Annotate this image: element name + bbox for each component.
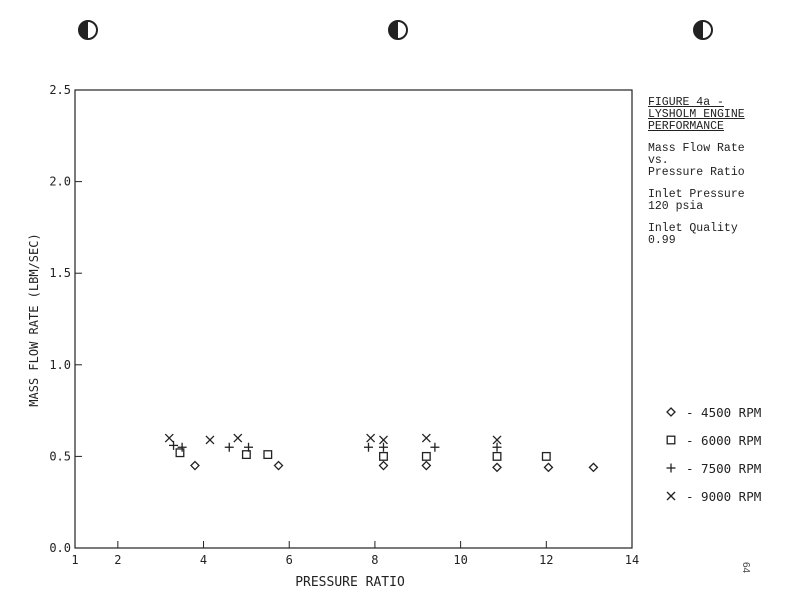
data-point-square xyxy=(263,450,273,460)
data-point-diamond xyxy=(273,460,284,471)
data-point-plus xyxy=(492,442,502,452)
data-point-square xyxy=(379,451,388,461)
subtitle-line: vs. xyxy=(648,154,669,167)
data-point-diamond xyxy=(421,460,432,471)
data-point-plus xyxy=(224,442,234,452)
data-point-diamond xyxy=(492,462,502,473)
inlet-quality-note: Inlet Quality 0.99 xyxy=(648,223,788,247)
data-points xyxy=(164,433,599,473)
y-tick-label: 2.5 xyxy=(49,83,71,97)
legend-marker-shape xyxy=(666,463,676,473)
data-point-plus xyxy=(169,440,179,450)
y-tick-label: 0.0 xyxy=(49,541,71,555)
y-axis: 0.0 0.5 1.0 1.5 2.0 2.5 xyxy=(49,83,82,555)
data-point-x xyxy=(492,435,502,445)
subtitle-line: Mass Flow Rate xyxy=(648,142,745,155)
figure-title-line: PERFORMANCE xyxy=(648,120,724,133)
plot-frame xyxy=(74,89,633,549)
y-tick-label: 1.5 xyxy=(49,266,71,280)
x-tick-label: 2 xyxy=(114,553,121,567)
data-point-square xyxy=(175,448,185,458)
data-point-x xyxy=(366,433,376,443)
subtitle-line: Pressure Ratio xyxy=(648,166,745,179)
legend-entry: - 7500 RPM xyxy=(662,454,792,482)
x-tick-label: 8 xyxy=(371,553,378,567)
legend-marker-x xyxy=(666,491,676,501)
legend-label: - 9000 RPM xyxy=(686,488,762,504)
figure-title: FIGURE 4a - LYSHOLM ENGINE PERFORMANCE xyxy=(648,97,788,133)
legend: - 4500 RPM - 6000 RPM - 7500 RPM - 9000 RPM xyxy=(662,398,792,510)
x-tick-label: 6 xyxy=(286,553,293,567)
data-point-square xyxy=(492,451,502,461)
data-point-plus xyxy=(177,442,187,452)
x-tick-label: 4 xyxy=(200,553,207,567)
x-axis-label: PRESSURE RATIO xyxy=(295,575,405,590)
data-point-x xyxy=(205,435,215,445)
x-tick-label: 12 xyxy=(539,553,553,567)
data-point-x xyxy=(233,433,243,443)
figure-title-line: LYSHOLM ENGINE xyxy=(648,108,745,121)
x-axis: 1 2 4 6 8 10 12 14 xyxy=(71,541,639,567)
legend-label: - 4500 RPM xyxy=(686,404,762,420)
y-axis-label: MASS FLOW RATE (LBM/SEC) xyxy=(27,233,41,406)
data-point-plus xyxy=(363,442,373,452)
legend-entry: - 4500 RPM xyxy=(662,398,792,426)
data-point-diamond xyxy=(543,462,554,473)
inlet-pressure-note: Inlet Pressure 120 psia xyxy=(648,189,788,213)
note-line: Inlet Quality xyxy=(648,222,738,235)
legend-marker-square xyxy=(666,435,676,445)
legend-entry: - 9000 RPM xyxy=(662,482,792,510)
data-point-diamond xyxy=(190,460,200,471)
legend-marker-diamond xyxy=(666,407,676,417)
binder-hole-marks xyxy=(78,20,713,40)
data-point-x xyxy=(379,435,388,445)
data-point-diamond xyxy=(588,462,599,473)
x-tick-label: 14 xyxy=(625,553,639,567)
figure-title-line: FIGURE 4a - xyxy=(648,96,724,109)
note-line: Inlet Pressure xyxy=(648,188,745,201)
data-point-plus xyxy=(244,442,254,452)
figure-subtitle: Mass Flow Rate vs. Pressure Ratio xyxy=(648,143,788,179)
legend-label: - 7500 RPM xyxy=(686,460,762,476)
x-tick-label: 10 xyxy=(453,553,467,567)
data-point-plus xyxy=(378,442,388,452)
data-point-square xyxy=(241,450,251,460)
data-point-square xyxy=(421,451,431,461)
figure-notes: FIGURE 4a - LYSHOLM ENGINE PERFORMANCE M… xyxy=(648,97,788,247)
legend-marker-shape xyxy=(666,435,676,445)
y-tick-label: 0.5 xyxy=(49,449,71,463)
x-tick-label: 1 xyxy=(71,553,78,567)
y-tick-label: 2.0 xyxy=(49,175,71,189)
note-line: 0.99 xyxy=(648,234,676,247)
legend-marker-shape xyxy=(666,407,676,417)
legend-label: - 6000 RPM xyxy=(686,432,762,448)
data-point-x xyxy=(421,433,431,443)
data-point-diamond xyxy=(378,460,389,471)
data-point-plus xyxy=(430,442,440,452)
page-number: 64 xyxy=(740,561,752,574)
legend-marker-shape xyxy=(666,491,676,501)
legend-entry: - 6000 RPM xyxy=(662,426,792,454)
data-point-square xyxy=(541,451,551,461)
data-point-x xyxy=(164,433,174,443)
note-line: 120 psia xyxy=(648,200,704,213)
y-tick-label: 1.0 xyxy=(49,358,71,372)
legend-marker-plus xyxy=(666,463,676,473)
